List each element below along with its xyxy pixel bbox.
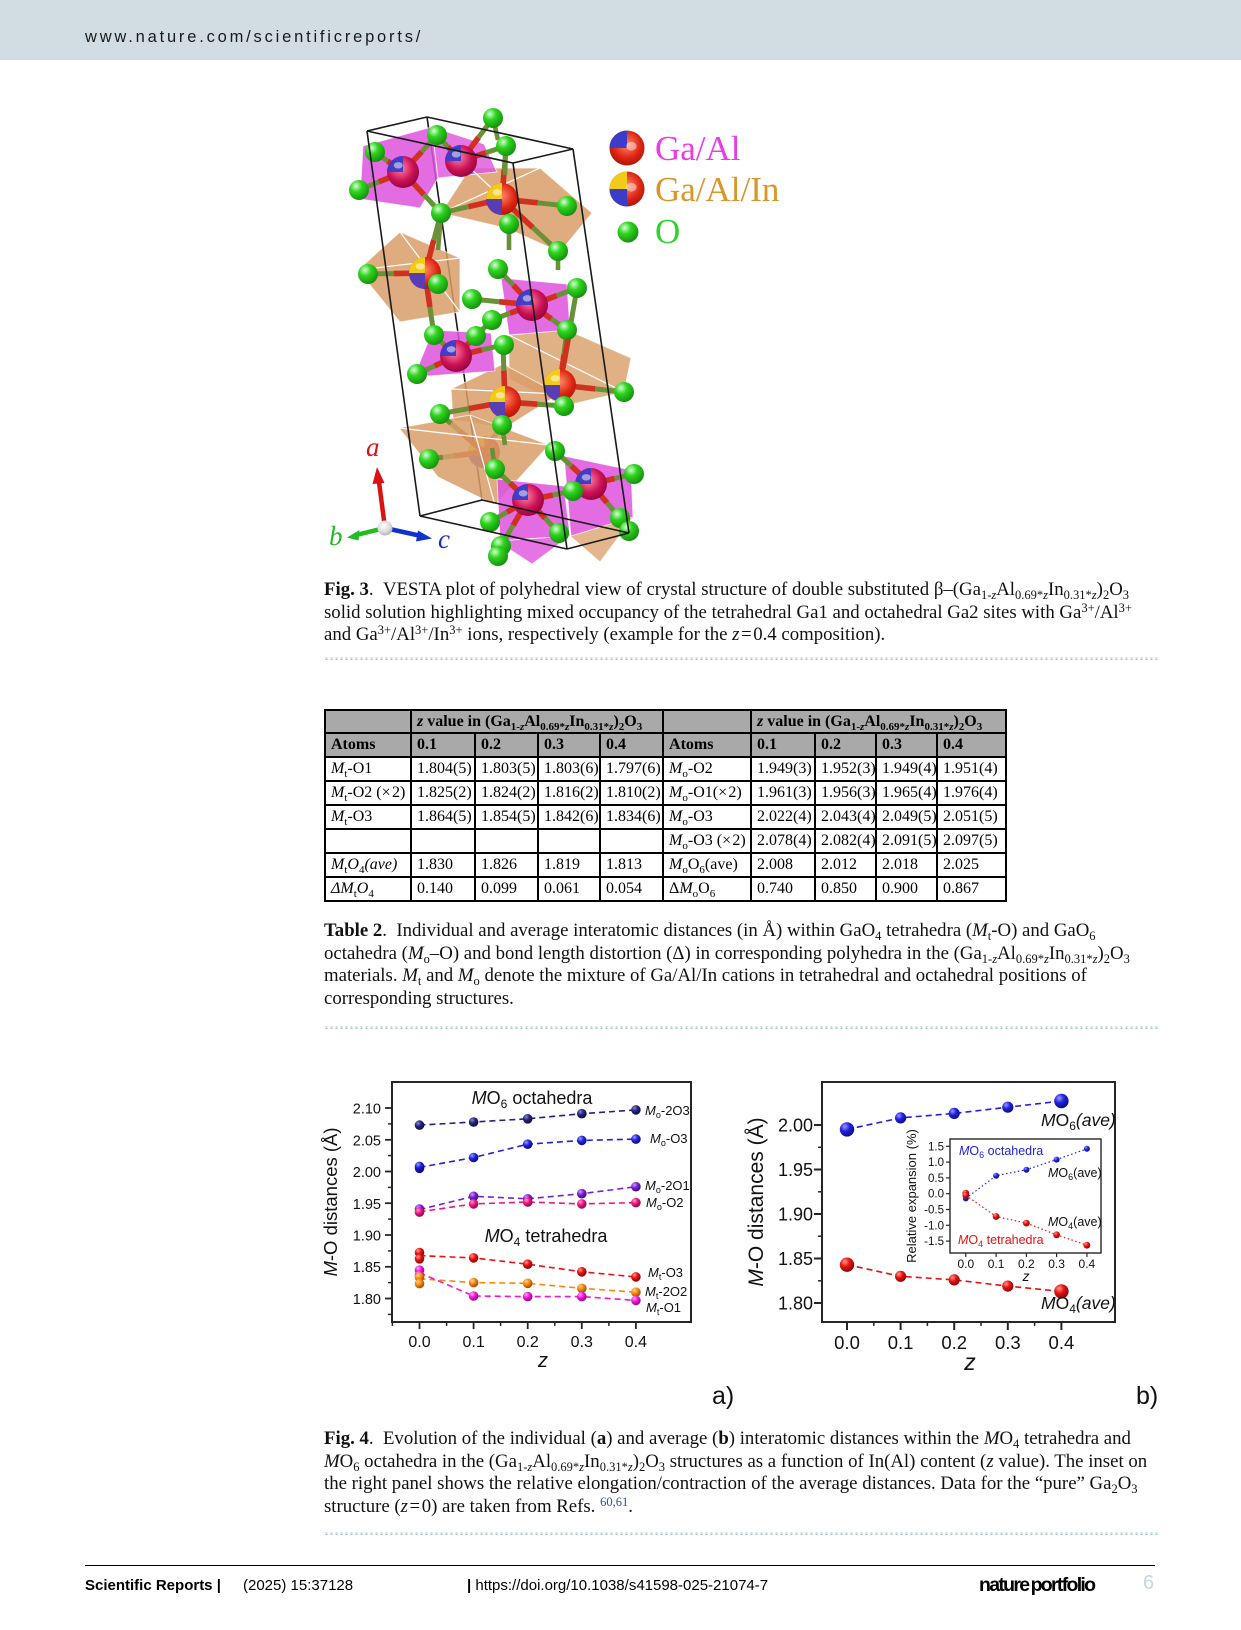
- svg-text:0.3: 0.3: [995, 1332, 1021, 1353]
- svg-text:b: b: [330, 521, 343, 551]
- svg-text:Ga/Al: Ga/Al: [655, 129, 741, 168]
- svg-text:2.10: 2.10: [353, 1102, 381, 1118]
- svg-text:c: c: [438, 524, 450, 554]
- svg-text:MO6 octahedra: MO6 octahedra: [959, 1144, 1043, 1160]
- svg-text:z: z: [963, 1349, 976, 1375]
- svg-text:1.85: 1.85: [778, 1249, 813, 1269]
- svg-text:0.2: 0.2: [1018, 1257, 1035, 1271]
- svg-text:MO4(ave): MO4(ave): [1041, 1293, 1116, 1316]
- svg-text:1.85: 1.85: [353, 1260, 381, 1276]
- svg-text:Ga/Al/In: Ga/Al/In: [655, 170, 779, 209]
- svg-text:-1.5: -1.5: [924, 1236, 944, 1248]
- svg-text:1.0: 1.0: [928, 1157, 944, 1169]
- svg-text:0.0: 0.0: [408, 1334, 430, 1351]
- svg-text:z: z: [1022, 1268, 1030, 1284]
- svg-text:-1.0: -1.0: [924, 1220, 944, 1232]
- svg-text:0.2: 0.2: [941, 1332, 967, 1353]
- svg-text:O: O: [655, 212, 680, 251]
- svg-text:MO6(ave): MO6(ave): [1048, 1166, 1102, 1182]
- svg-text:0.1: 0.1: [888, 1332, 914, 1353]
- svg-text:0.1: 0.1: [988, 1257, 1005, 1271]
- svg-text:0.3: 0.3: [571, 1334, 593, 1351]
- svg-text:Mo-O2: Mo-O2: [646, 1195, 684, 1212]
- svg-text:a: a: [366, 432, 380, 462]
- svg-text:0.4: 0.4: [625, 1334, 647, 1351]
- svg-text:1.95: 1.95: [778, 1160, 813, 1180]
- svg-text:1.5: 1.5: [928, 1141, 944, 1153]
- svg-text:1.95: 1.95: [353, 1197, 381, 1213]
- svg-text:a): a): [712, 1382, 734, 1410]
- svg-text:0.3: 0.3: [1048, 1257, 1065, 1271]
- svg-text:Relative expansion (%): Relative expansion (%): [904, 1129, 919, 1263]
- svg-text:0.0: 0.0: [834, 1332, 860, 1353]
- svg-text:1.80: 1.80: [778, 1294, 813, 1314]
- svg-text:-0.5: -0.5: [924, 1205, 944, 1217]
- svg-text:MO4 tetrahedra: MO4 tetrahedra: [485, 1226, 609, 1249]
- svg-text:M-O distances (Å): M-O distances (Å): [320, 1127, 341, 1276]
- svg-text:b): b): [1136, 1382, 1158, 1410]
- svg-text:Mt-O1: Mt-O1: [646, 1300, 681, 1317]
- svg-text:MO6 octahedra: MO6 octahedra: [472, 1088, 594, 1111]
- svg-text:z: z: [537, 1350, 548, 1372]
- svg-text:Mo-O3: Mo-O3: [650, 1131, 688, 1148]
- svg-text:0.5: 0.5: [928, 1173, 944, 1185]
- svg-text:2.00: 2.00: [353, 1165, 381, 1181]
- svg-text:Mt-2O2: Mt-2O2: [645, 1284, 687, 1301]
- svg-text:Mt-O3: Mt-O3: [648, 1265, 683, 1282]
- svg-text:Mo-2O1: Mo-2O1: [645, 1178, 690, 1195]
- svg-text:M-O distances (Å): M-O distances (Å): [745, 1117, 768, 1286]
- svg-text:2.05: 2.05: [353, 1133, 381, 1149]
- svg-text:0.1: 0.1: [462, 1334, 484, 1351]
- svg-text:0.0: 0.0: [957, 1257, 974, 1271]
- svg-text:Mo-2O3: Mo-2O3: [645, 1103, 690, 1120]
- svg-text:MO4 tetrahedra: MO4 tetrahedra: [958, 1233, 1044, 1249]
- svg-text:1.90: 1.90: [778, 1205, 813, 1225]
- svg-text:0.4: 0.4: [1049, 1332, 1075, 1353]
- svg-text:1.80: 1.80: [353, 1292, 381, 1308]
- svg-text:2.00: 2.00: [778, 1116, 813, 1136]
- svg-text:0.2: 0.2: [517, 1334, 539, 1351]
- svg-text:1.90: 1.90: [353, 1229, 381, 1245]
- svg-text:0.4: 0.4: [1079, 1257, 1096, 1271]
- svg-text:MO4(ave): MO4(ave): [1048, 1215, 1102, 1231]
- svg-text:MO6(ave): MO6(ave): [1041, 1110, 1116, 1133]
- svg-text:0.0: 0.0: [928, 1189, 944, 1201]
